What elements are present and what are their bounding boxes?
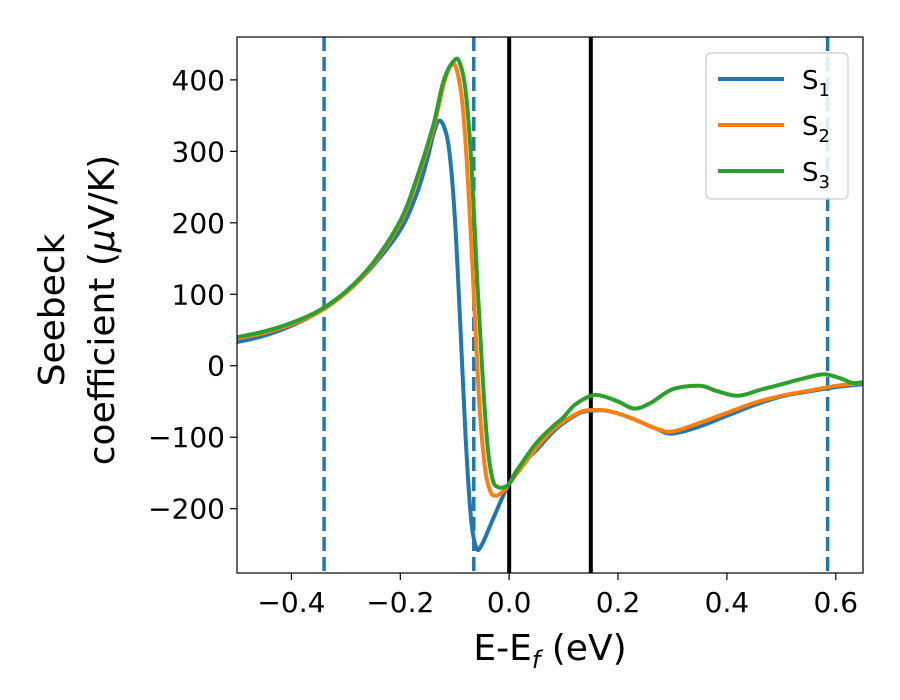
series-line-s1: [237, 118, 863, 552]
y-tick-label: −200: [148, 493, 225, 526]
x-tick-label: 0.6: [814, 586, 859, 619]
x-tick-label: 0.2: [596, 586, 641, 619]
x-tick-label: −0.2: [366, 586, 434, 619]
y-tick-label: 400: [172, 64, 225, 97]
y-tick-label: 300: [172, 135, 225, 168]
legend: S1 S2 S3: [705, 52, 849, 200]
y-axis-title-line2: coefficient (μV/K): [82, 155, 123, 465]
plot-frame: [236, 36, 864, 574]
series-line-s3: [237, 56, 863, 490]
y-axis-title-line1: Seebeck: [32, 233, 73, 386]
legend-label-s1: S1: [802, 66, 830, 101]
legend-label-s3: S3: [802, 158, 830, 193]
x-tick-label: 0.4: [705, 586, 750, 619]
x-tick-label: 0.0: [487, 586, 532, 619]
y-tick-label: 100: [172, 278, 225, 311]
x-axis-ticks: −0.4 −0.2 0.0 0.2 0.4 0.6: [257, 573, 858, 619]
series-lines: [237, 56, 863, 552]
y-tick-label: 0: [207, 350, 225, 383]
y-axis-title: Seebeck coefficient (μV/K): [32, 155, 123, 465]
x-axis-title: E-Ef (eV): [473, 628, 626, 674]
y-tick-label: −100: [148, 421, 225, 454]
y-tick-label: 200: [172, 207, 225, 240]
legend-label-s2: S2: [802, 112, 830, 147]
x-tick-label: −0.4: [257, 586, 325, 619]
y-axis-ticks: −200 −100 0 100 200 300 400: [148, 64, 237, 526]
